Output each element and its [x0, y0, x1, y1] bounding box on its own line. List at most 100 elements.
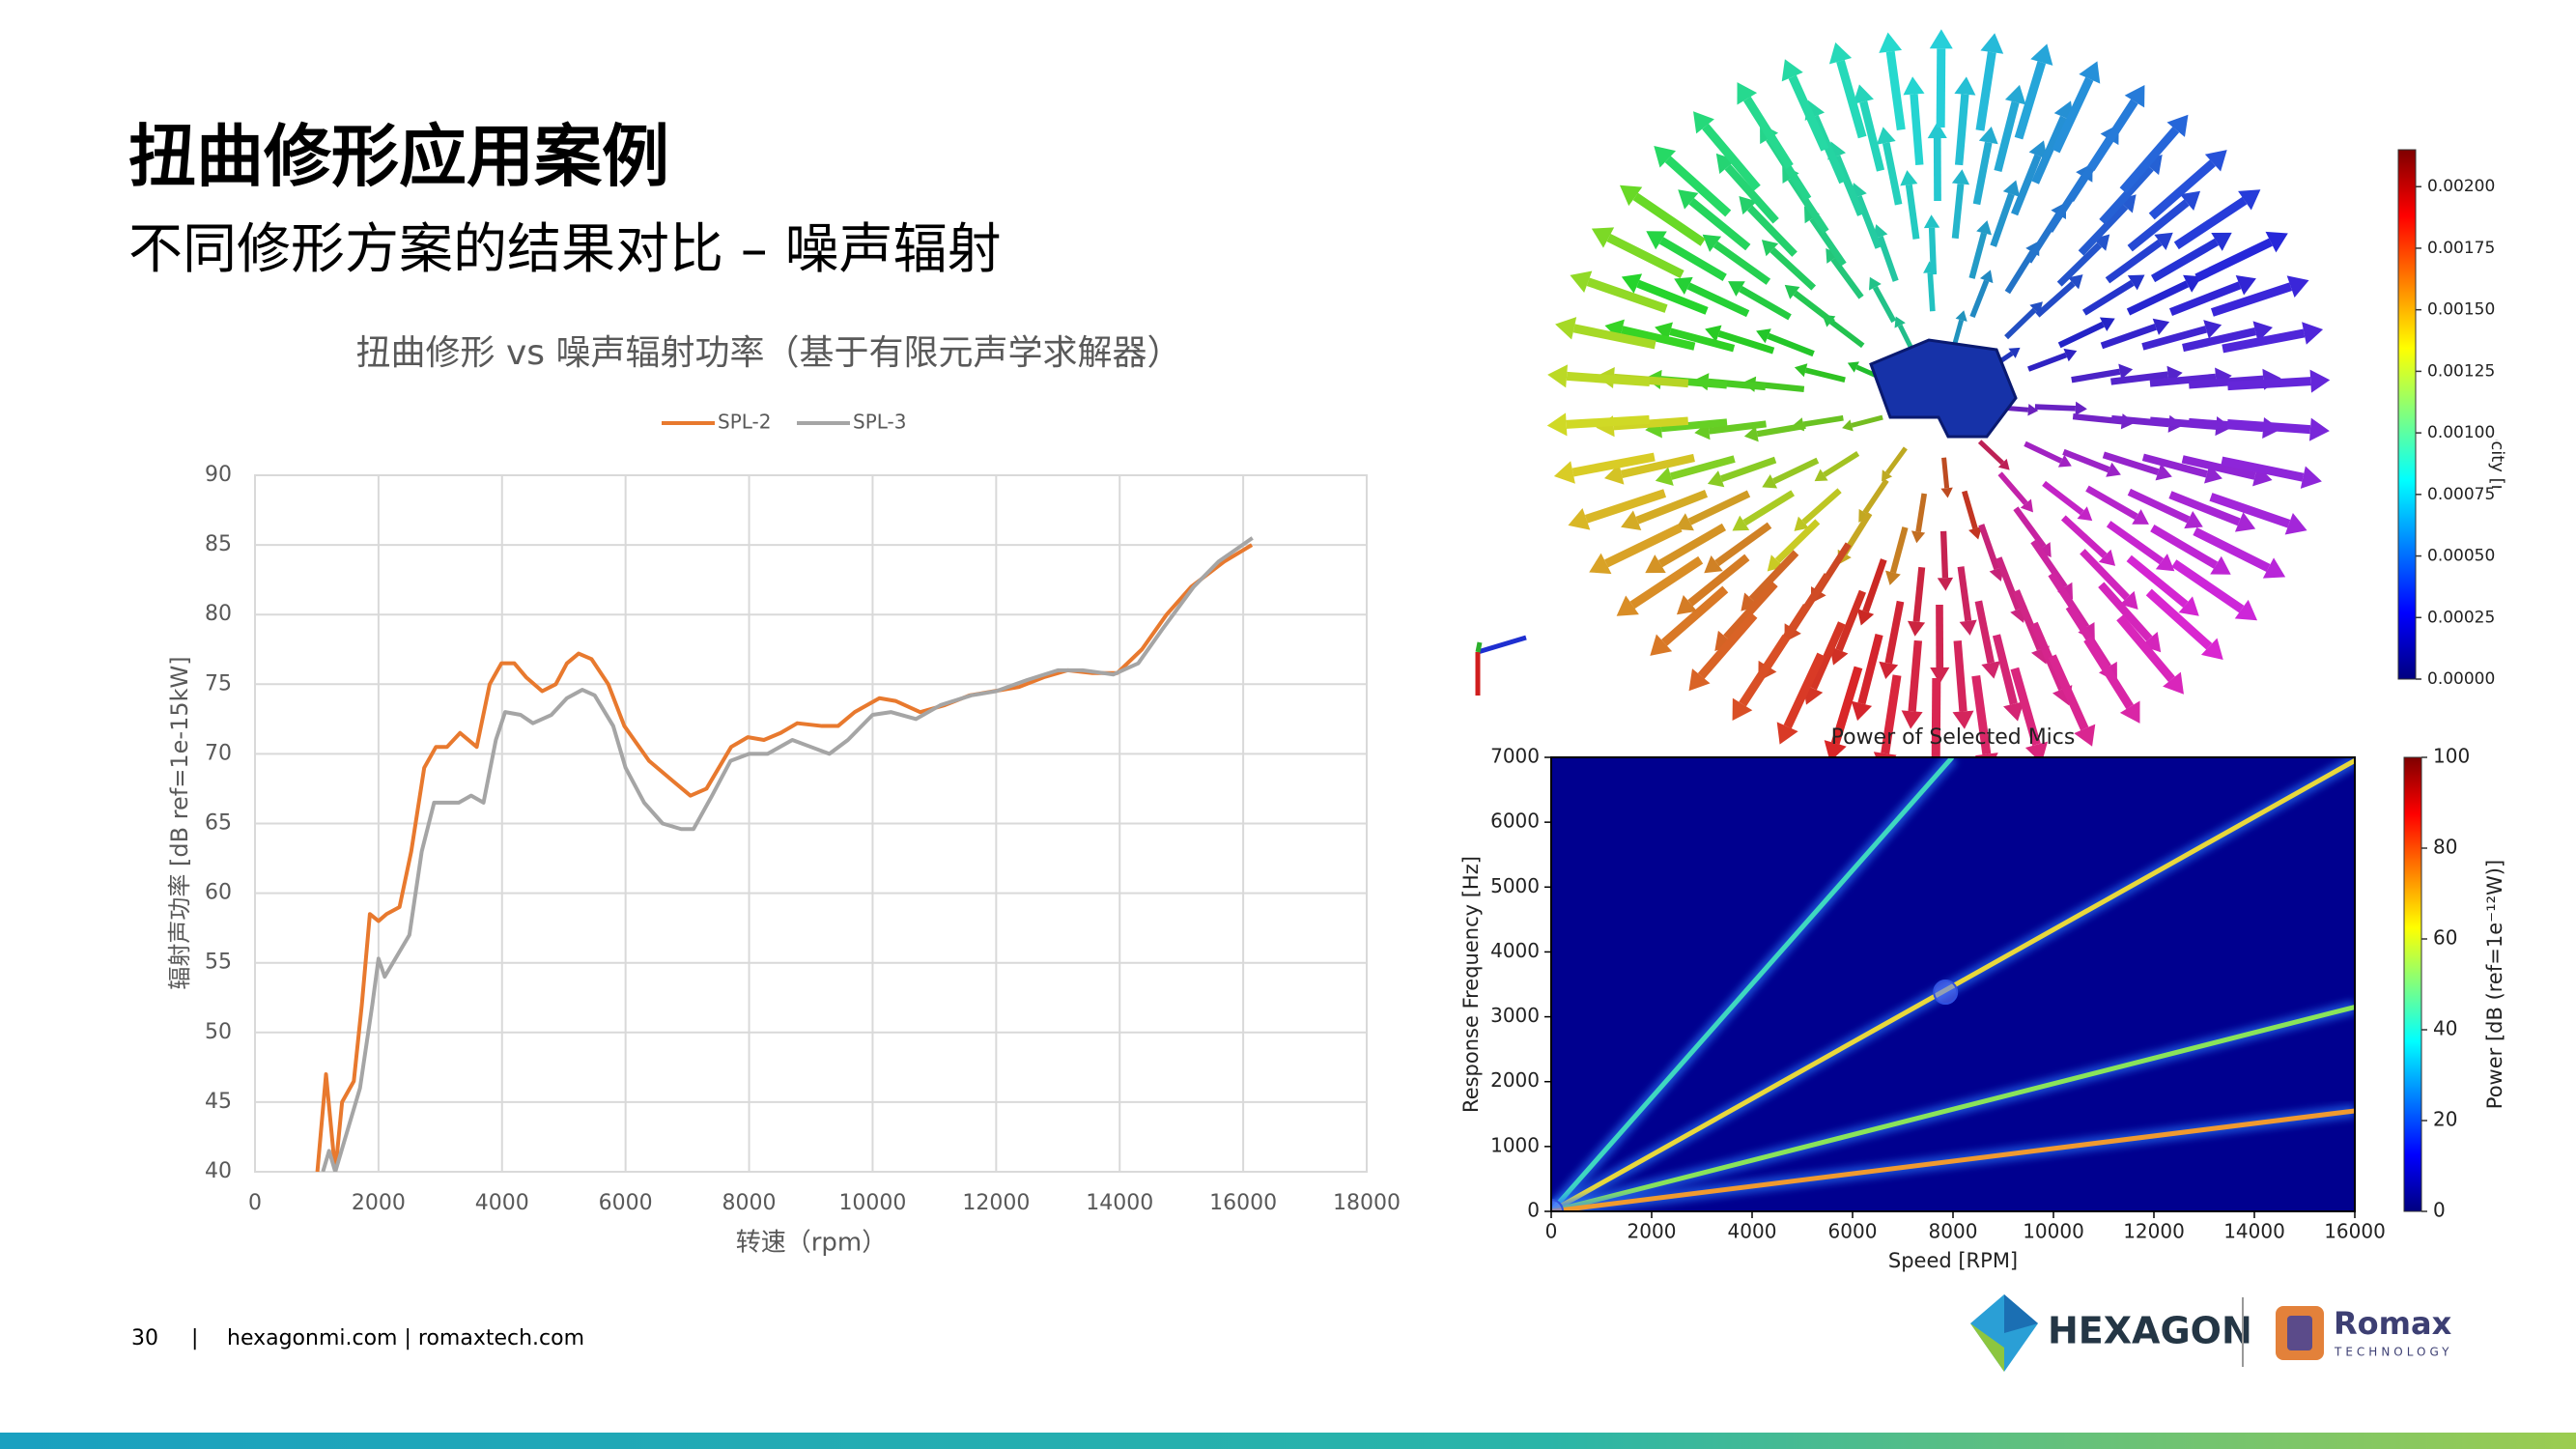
arrow — [1661, 585, 1729, 646]
arrow-head — [2203, 320, 2222, 339]
y-axis-label: 辐射声功率 [dB ref=1e-15kW] — [166, 656, 193, 989]
arrow — [1889, 526, 1909, 574]
colorbar-tick-label: 0.00000 — [2427, 669, 2495, 689]
arrow — [1723, 581, 1778, 640]
arrow — [2173, 196, 2248, 250]
arrow — [2034, 404, 2076, 412]
arrow — [2056, 242, 2103, 287]
colorbar-tick-label: 0.00175 — [2427, 239, 2495, 258]
arrow — [2031, 115, 2068, 185]
arrow-head — [1654, 146, 1677, 168]
arrow — [1739, 634, 1791, 707]
arrow-head — [1650, 634, 1673, 656]
arrow — [1566, 371, 1651, 387]
x-tick-label: 6000 — [599, 1191, 653, 1215]
arrow — [1767, 332, 1815, 357]
y-tick-label: 1000 — [1490, 1133, 1540, 1156]
colorbar-label: Power [dB (ref=1e⁻¹²W)] — [2483, 860, 2506, 1109]
arrow — [1974, 600, 1995, 664]
arrow — [1823, 451, 1860, 477]
arrow — [2085, 485, 2138, 520]
logo-shape — [2287, 1316, 2312, 1350]
arrow — [1802, 414, 1844, 428]
arrow — [1931, 677, 1941, 757]
arrow — [2222, 328, 2306, 354]
arrow — [2013, 506, 2047, 549]
arrow-head — [1842, 419, 1854, 432]
arrow-head — [1826, 248, 1840, 264]
arrow — [2141, 453, 2208, 478]
arrow-head — [2106, 462, 2121, 477]
arrow-head — [2003, 701, 2024, 722]
arrow-head — [1621, 510, 1642, 530]
line-series — [315, 543, 1254, 1172]
arrow-head — [1762, 473, 1778, 489]
arrow-head — [1828, 42, 1853, 65]
arrow — [1912, 566, 1926, 622]
arrow — [1953, 639, 1967, 712]
arrow — [1584, 489, 1667, 524]
plot-frame — [254, 474, 1368, 1173]
order-line — [1551, 1005, 2355, 1211]
arrow-head — [1847, 361, 1859, 373]
arrow-head — [2235, 275, 2256, 296]
arrow — [1908, 639, 1923, 712]
arrow-head — [2204, 150, 2227, 172]
arrow — [1854, 195, 1882, 249]
arrow — [1772, 457, 1820, 485]
arrow-head — [1591, 227, 1615, 248]
arrow-head — [1655, 467, 1674, 486]
arrow — [1910, 94, 1924, 166]
arrow-head — [2178, 596, 2199, 616]
arrow — [2148, 159, 2216, 220]
order-line — [1551, 757, 1955, 1211]
arrow — [2071, 368, 2121, 384]
hexagon-text: HEXAGON — [2048, 1310, 2252, 1352]
x-tick-label: 12000 — [2123, 1220, 2185, 1243]
colorbar-label: Velocity [m/s] — [2487, 404, 2507, 523]
arrow — [2127, 199, 2190, 252]
arrow — [2083, 637, 2135, 710]
colorbar-tick-label: 60 — [2433, 926, 2457, 950]
arrow — [1994, 100, 2020, 173]
x-tick-label: 0 — [1545, 1220, 1558, 1243]
arrow — [1769, 247, 1817, 291]
y-tick-label: 7000 — [1490, 745, 1540, 768]
arrow — [2226, 418, 2311, 435]
arrow — [1915, 493, 1928, 532]
arrow — [1927, 272, 1936, 312]
colorbar-tick-label: 80 — [2433, 836, 2457, 859]
footer-links: hexagonmi.com | romaxtech.com — [227, 1326, 584, 1350]
arrow — [2106, 521, 2165, 565]
arrow — [1774, 519, 1821, 564]
arrow — [2182, 327, 2257, 353]
arrow — [1793, 290, 1835, 326]
arrow-head — [1856, 609, 1875, 626]
logo-shape — [1970, 1323, 2004, 1372]
arrow-head — [1829, 646, 1849, 666]
footer-band — [0, 1433, 2576, 1449]
arrow — [2014, 61, 2047, 140]
arrow — [1687, 490, 1751, 526]
arrow-head — [1929, 29, 1953, 49]
arrow — [2193, 526, 2271, 573]
arrow-head — [1646, 231, 1667, 250]
arrow — [1995, 556, 2023, 611]
colorbar-tick-label: 0.00125 — [2427, 361, 2495, 381]
x-tick-label: 8000 — [1929, 1220, 1978, 1243]
y-tick-label: 5000 — [1490, 874, 1540, 897]
arrow-head — [2154, 232, 2173, 250]
arrow-head — [1911, 530, 1926, 544]
arrow-head — [1589, 553, 1612, 575]
x-axis-label: Speed [RPM] — [1888, 1249, 2018, 1272]
colorbar-tick-label: 0.00050 — [2427, 547, 2495, 566]
arrow — [2042, 480, 2084, 516]
arrow-head — [2067, 274, 2083, 290]
arrow-head — [2234, 599, 2258, 621]
arrow — [1829, 319, 1865, 349]
y-tick-label: 40 — [205, 1159, 232, 1183]
colorbar-tick-label: 0.00150 — [2427, 300, 2495, 320]
arrow-head — [2155, 554, 2175, 572]
arrow-head — [1901, 710, 1923, 729]
